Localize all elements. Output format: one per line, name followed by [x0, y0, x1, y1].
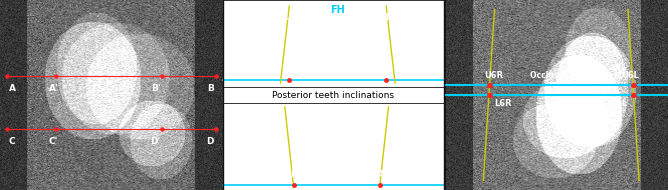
Text: B: B — [206, 84, 214, 93]
Text: U4R: U4R — [284, 13, 303, 22]
Text: U6R: U6R — [484, 70, 504, 80]
Text: Occlusal Plane: Occlusal Plane — [530, 70, 593, 80]
Text: L6R: L6R — [494, 99, 512, 108]
Text: L4L: L4L — [373, 170, 390, 179]
Text: D: D — [206, 137, 214, 146]
Bar — [223, 0, 444, 87]
Text: C: C — [9, 137, 15, 146]
Text: D': D' — [150, 137, 161, 146]
Text: A: A — [9, 84, 16, 93]
Text: C': C' — [49, 137, 58, 146]
Bar — [223, 103, 444, 190]
Text: Posterior teeth inclinations: Posterior teeth inclinations — [273, 90, 394, 100]
Text: U6L: U6L — [621, 70, 639, 80]
Text: FH: FH — [331, 6, 345, 16]
Text: B': B' — [151, 84, 160, 93]
Text: A': A' — [49, 84, 58, 93]
Text: L6L: L6L — [612, 99, 628, 108]
Text: U4L: U4L — [373, 13, 391, 22]
Text: L4R: L4R — [281, 170, 298, 179]
Bar — [223, 0, 444, 190]
